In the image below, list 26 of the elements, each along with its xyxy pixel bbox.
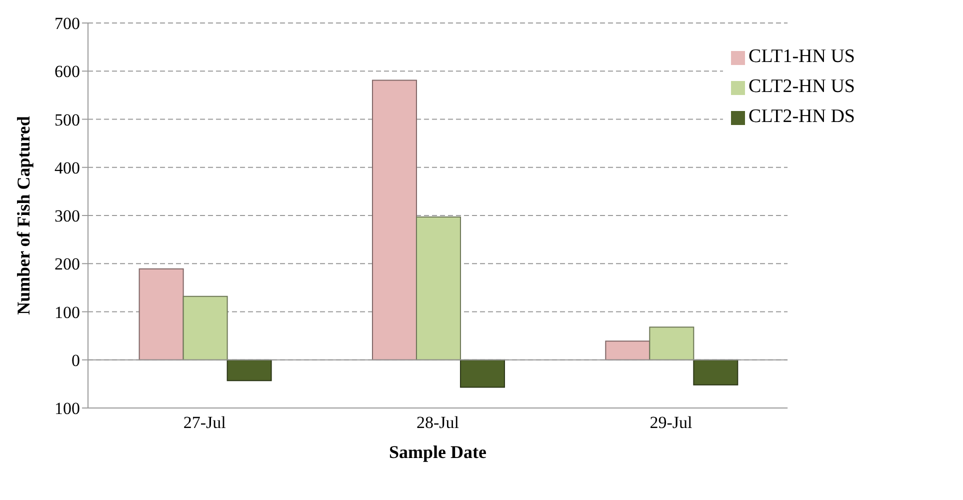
bar xyxy=(416,216,461,360)
y-tick-label: 0 xyxy=(72,350,80,370)
y-tick-label: 100 xyxy=(54,302,80,322)
x-tick-label: 28-Jul xyxy=(416,413,460,432)
y-tick-label: 700 xyxy=(54,14,80,34)
y-tick-label: 100 xyxy=(54,399,80,418)
bar xyxy=(372,80,417,360)
bar xyxy=(649,326,694,360)
y-axis-title: Number of Fish Captured xyxy=(13,116,34,315)
bar xyxy=(693,359,738,386)
y-tick-label: 400 xyxy=(54,158,80,178)
bar xyxy=(138,268,184,360)
x-tick-label: 27-Jul xyxy=(183,413,226,432)
x-axis-title: Sample Date xyxy=(389,442,487,462)
y-tick-label: 300 xyxy=(54,206,80,226)
legend-label: CLT2-HN DS xyxy=(748,106,855,127)
legend-label: CLT2-HN US xyxy=(748,76,855,97)
y-tick-label: 600 xyxy=(54,62,80,82)
bar xyxy=(182,296,228,360)
y-tick-label: 500 xyxy=(54,110,80,130)
legend-label: CLT1-HN US xyxy=(748,46,855,67)
y-tick-label: 200 xyxy=(54,254,80,274)
x-tick-label: 29-Jul xyxy=(650,413,692,432)
bar xyxy=(226,359,272,382)
bar xyxy=(460,359,505,388)
bar xyxy=(605,340,650,360)
